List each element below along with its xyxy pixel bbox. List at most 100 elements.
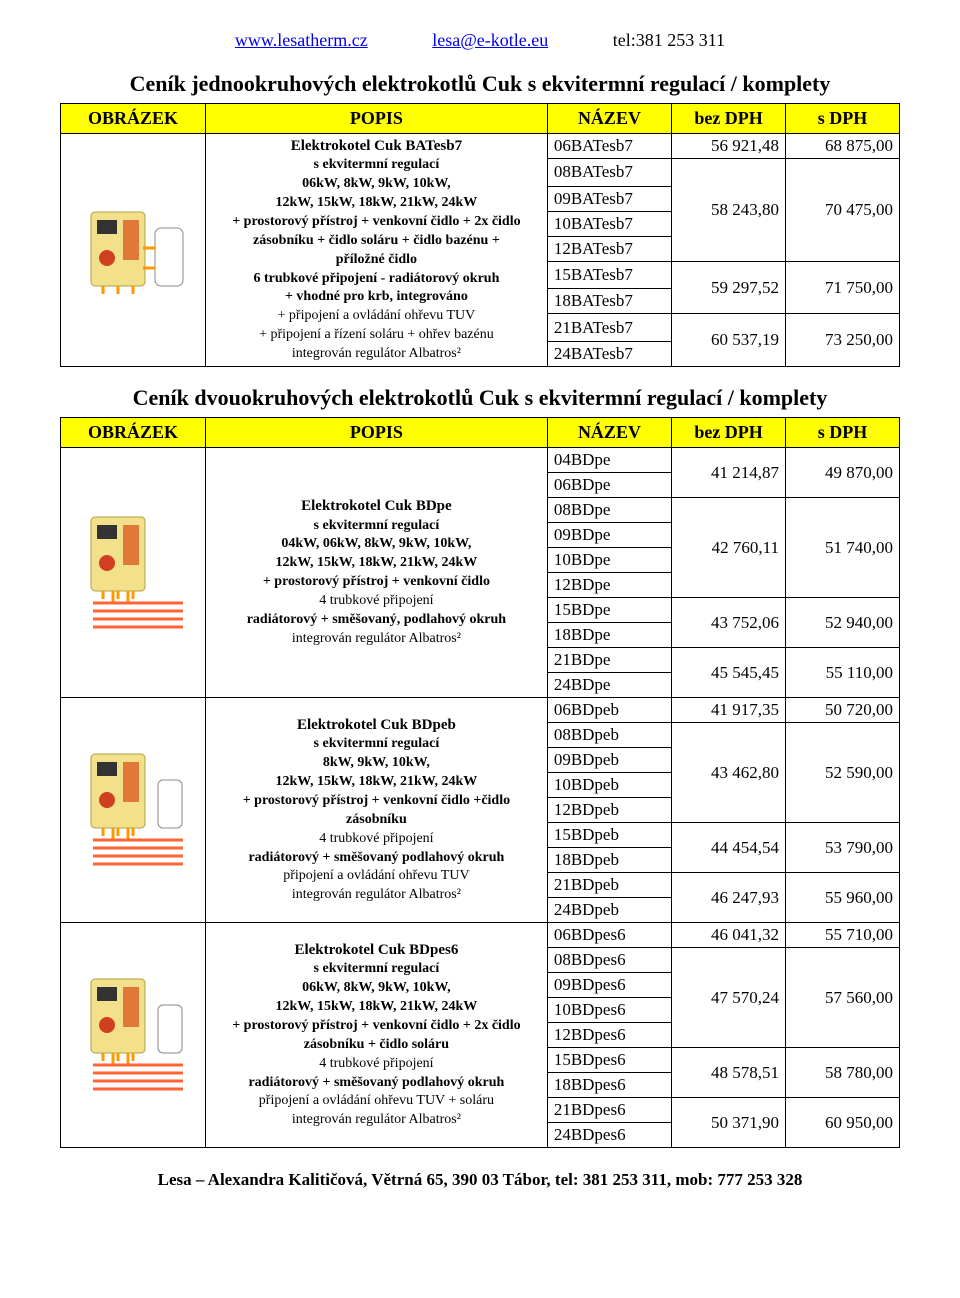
price-with-vat: 50 720,00 (786, 698, 900, 723)
price-without-vat: 50 371,90 (672, 1098, 786, 1148)
col-bezdph: bez DPH (672, 418, 786, 448)
product-code: 12BATesb7 (547, 236, 671, 261)
price-without-vat: 44 454,54 (672, 823, 786, 873)
price-without-vat: 59 297,52 (672, 261, 786, 314)
price-without-vat: 56 921,48 (672, 134, 786, 159)
price-without-vat: 41 917,35 (672, 698, 786, 723)
email-link[interactable]: lesa@e-kotle.eu (432, 30, 548, 50)
price-with-vat: 57 560,00 (786, 948, 900, 1048)
price-without-vat: 47 570,24 (672, 948, 786, 1048)
page-header: www.lesatherm.cz lesa@e-kotle.eu tel:381… (60, 30, 900, 51)
product-code: 09BDpes6 (547, 973, 671, 998)
price-with-vat: 52 590,00 (786, 723, 900, 823)
product-code: 12BDpe (547, 573, 671, 598)
col-sdph: s DPH (786, 104, 900, 134)
product-code: 06BATesb7 (547, 134, 671, 159)
price-without-vat: 46 247,93 (672, 873, 786, 923)
table-row: Elektrokotel Cuk BDpes ekvitermní regula… (61, 448, 900, 473)
product-image (61, 448, 206, 698)
product-code: 10BDpes6 (547, 998, 671, 1023)
price-with-vat: 68 875,00 (786, 134, 900, 159)
page-footer: Lesa – Alexandra Kalitičová, Větrná 65, … (60, 1170, 900, 1190)
product-code: 18BDpes6 (547, 1073, 671, 1098)
product-code: 12BDpeb (547, 798, 671, 823)
product-code: 08BDpeb (547, 723, 671, 748)
col-obrazek: OBRÁZEK (61, 418, 206, 448)
product-code: 18BDpeb (547, 848, 671, 873)
col-popis: POPIS (206, 418, 548, 448)
product-code: 15BDpeb (547, 823, 671, 848)
price-with-vat: 58 780,00 (786, 1048, 900, 1098)
product-description: Elektrokotel Cuk BDpes6s ekvitermní regu… (206, 923, 548, 1148)
product-image (61, 923, 206, 1148)
product-code: 24BDpe (547, 673, 671, 698)
table-section1: OBRÁZEK POPIS NÁZEV bez DPH s DPH Elektr… (60, 103, 900, 367)
price-with-vat: 73 250,00 (786, 314, 900, 367)
product-code: 21BATesb7 (547, 314, 671, 342)
price-with-vat: 55 710,00 (786, 923, 900, 948)
col-popis: POPIS (206, 104, 548, 134)
product-image (61, 134, 206, 367)
price-with-vat: 49 870,00 (786, 448, 900, 498)
product-code: 15BDpe (547, 598, 671, 623)
product-code: 15BDpes6 (547, 1048, 671, 1073)
product-code: 21BDpe (547, 648, 671, 673)
product-description: Elektrokotel Cuk BATesb7s ekvitermní reg… (206, 134, 548, 367)
price-with-vat: 70 475,00 (786, 159, 900, 262)
price-with-vat: 55 110,00 (786, 648, 900, 698)
product-code: 10BDpe (547, 548, 671, 573)
col-sdph: s DPH (786, 418, 900, 448)
price-with-vat: 52 940,00 (786, 598, 900, 648)
section2-title: Ceník dvouokruhových elektrokotlů Cuk s … (60, 385, 900, 411)
price-with-vat: 53 790,00 (786, 823, 900, 873)
website-link[interactable]: www.lesatherm.cz (235, 30, 368, 50)
col-obrazek: OBRÁZEK (61, 104, 206, 134)
price-with-vat: 60 950,00 (786, 1098, 900, 1148)
price-without-vat: 41 214,87 (672, 448, 786, 498)
product-code: 24BDpes6 (547, 1123, 671, 1148)
boiler-icon (73, 740, 193, 875)
boiler-icon (73, 503, 193, 638)
table-section2: OBRÁZEK POPIS NÁZEV bez DPH s DPH Elektr… (60, 417, 900, 1148)
product-code: 06BDpes6 (547, 923, 671, 948)
product-image (61, 698, 206, 923)
product-code: 06BDpe (547, 473, 671, 498)
product-code: 18BATesb7 (547, 289, 671, 314)
price-without-vat: 45 545,45 (672, 648, 786, 698)
product-code: 24BDpeb (547, 898, 671, 923)
price-without-vat: 42 760,11 (672, 498, 786, 598)
product-code: 08BDpes6 (547, 948, 671, 973)
boiler-icon (73, 965, 193, 1100)
product-code: 10BDpeb (547, 773, 671, 798)
col-bezdph: bez DPH (672, 104, 786, 134)
product-code: 10BATesb7 (547, 211, 671, 236)
price-without-vat: 46 041,32 (672, 923, 786, 948)
product-code: 04BDpe (547, 448, 671, 473)
product-description: Elektrokotel Cuk BDpebs ekvitermní regul… (206, 698, 548, 923)
price-with-vat: 51 740,00 (786, 498, 900, 598)
price-without-vat: 43 752,06 (672, 598, 786, 648)
boiler-icon (73, 198, 193, 298)
price-without-vat: 58 243,80 (672, 159, 786, 262)
product-code: 09BDpeb (547, 748, 671, 773)
product-code: 18BDpe (547, 623, 671, 648)
section1-title: Ceník jednookruhových elektrokotlů Cuk s… (60, 71, 900, 97)
price-with-vat: 71 750,00 (786, 261, 900, 314)
product-code: 09BATesb7 (547, 186, 671, 211)
product-code: 09BDpe (547, 523, 671, 548)
table-row: Elektrokotel Cuk BDpes6s ekvitermní regu… (61, 923, 900, 948)
product-code: 21BDpeb (547, 873, 671, 898)
product-code: 08BATesb7 (547, 159, 671, 187)
col-nazev: NÁZEV (547, 418, 671, 448)
table-row: Elektrokotel Cuk BDpebs ekvitermní regul… (61, 698, 900, 723)
product-code: 12BDpes6 (547, 1023, 671, 1048)
product-code: 06BDpeb (547, 698, 671, 723)
product-code: 24BATesb7 (547, 342, 671, 367)
col-nazev: NÁZEV (547, 104, 671, 134)
phone-text: tel:381 253 311 (613, 30, 725, 50)
product-code: 15BATesb7 (547, 261, 671, 289)
price-without-vat: 48 578,51 (672, 1048, 786, 1098)
price-without-vat: 43 462,80 (672, 723, 786, 823)
price-without-vat: 60 537,19 (672, 314, 786, 367)
product-code: 08BDpe (547, 498, 671, 523)
